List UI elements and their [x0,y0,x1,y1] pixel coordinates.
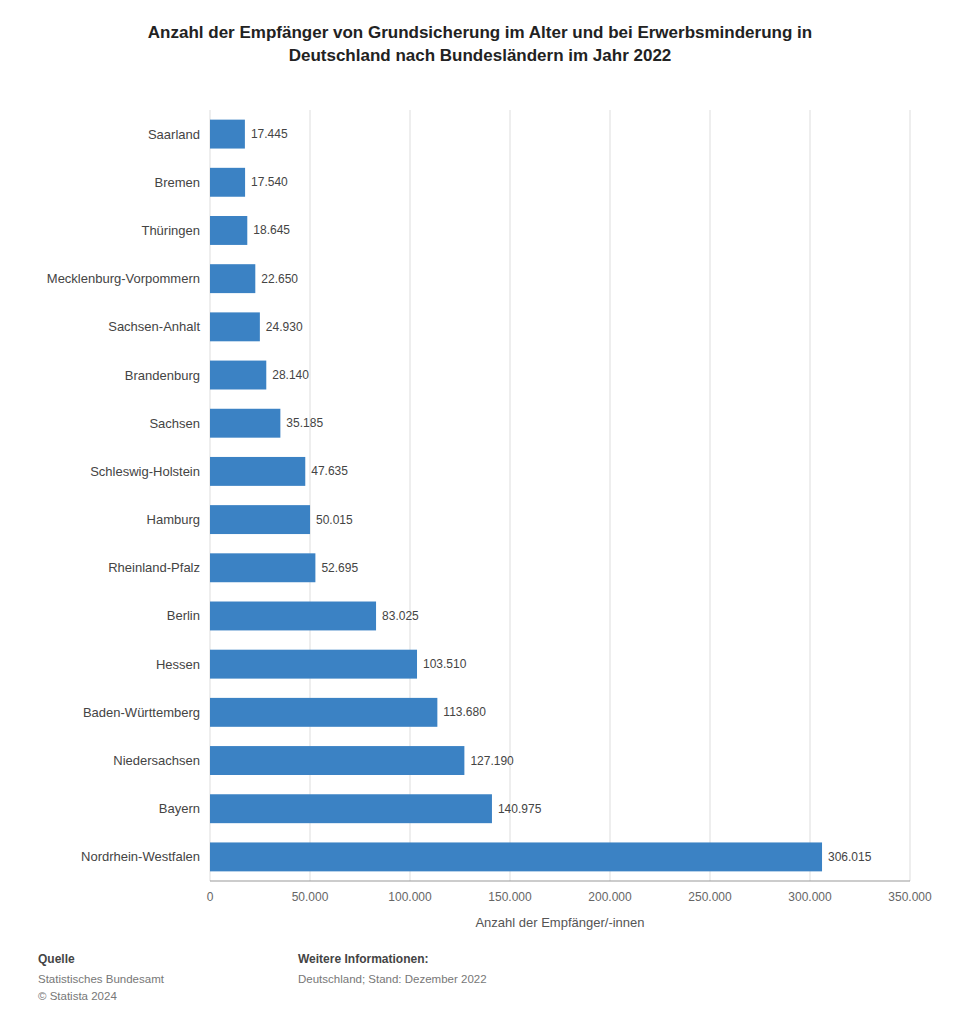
grid-line [610,110,611,881]
x-axis-label: Anzahl der Empfänger/-innen [475,915,644,930]
y-tick-label: Baden-Württemberg [83,705,200,720]
y-tick-label: Schleswig-Holstein [90,464,200,479]
chart: Anzahl der Empfänger von Grundsicherung … [0,0,960,1031]
y-tick-label: Thüringen [141,223,200,238]
y-tick-label: Mecklenburg-Vorpommern [47,271,200,286]
bar [210,842,822,871]
footer-heading: Quelle [38,952,75,966]
data-label: 83.025 [382,609,419,623]
data-label: 18.645 [253,223,290,237]
x-tick-label: 300.000 [788,890,832,904]
y-tick-label: Nordrhein-Westfalen [81,849,200,864]
data-label: 50.015 [316,513,353,527]
data-label: 47.635 [311,464,348,478]
bar [210,505,310,534]
x-tick-label: 150.000 [488,890,532,904]
data-label: 24.930 [266,320,303,334]
bar [210,120,245,149]
y-tick-label: Hamburg [147,512,200,527]
grid-line [910,110,911,881]
bar [210,794,492,823]
data-label: 52.695 [321,561,358,575]
data-label: 103.510 [423,657,467,671]
y-tick-label: Saarland [148,127,200,142]
grid-line [810,110,811,881]
data-labels: 17.445 17.540 18.645 22.650 24.930 28.140 35.1… [251,127,872,864]
bar [210,553,315,582]
bar [210,361,266,390]
x-tick-label: 350.000 [888,890,932,904]
y-tick-label: Sachsen-Anhalt [108,319,200,334]
x-tick-label: 250.000 [688,890,732,904]
grid-line [710,110,711,881]
title: Anzahl der Empfänger von Grundsicherung … [148,23,812,65]
y-tick-label: Rheinland-Pfalz [108,560,200,575]
y-tick-label: Sachsen [149,416,200,431]
x-tick-label: 100.000 [388,890,432,904]
y-tick-label: Niedersachsen [113,753,200,768]
footer-text: Deutschland; Stand: Dezember 2022 [298,973,487,985]
x-tick-label: 50.000 [292,890,329,904]
data-label: 17.540 [251,175,288,189]
footer-text: Statistisches Bundesamt© Statista 2024 [38,973,165,1002]
bar [210,602,376,631]
y-tick-label: Berlin [167,608,200,623]
y-axis: Saarland Bremen Thüringen Mecklenburg-Vorpo… [47,127,201,865]
data-label: 17.445 [251,127,288,141]
grid [210,110,910,881]
bar [210,409,280,438]
bar [210,216,247,245]
y-tick-label: Bayern [159,801,200,816]
footer-heading: Weitere Informationen: [298,952,428,966]
y-tick-label: Brandenburg [125,368,200,383]
data-label: 35.185 [286,416,323,430]
x-tick-label: 200.000 [588,890,632,904]
bar [210,264,255,293]
bar [210,698,437,727]
x-tick-label: 0 [207,890,214,904]
data-label: 28.140 [272,368,309,382]
y-tick-label: Hessen [156,657,200,672]
data-label: 140.975 [498,802,542,816]
data-label: 113.680 [443,705,486,719]
bar [210,457,305,486]
bar [210,650,417,679]
y-tick-label: Bremen [154,175,200,190]
footer: Quelle Statistisches Bundesamt© Statista … [38,952,487,1002]
x-axis: 0 50.000 100.000 150.000 200.000 250.000 300.0… [207,881,932,904]
data-label: 22.650 [261,272,298,286]
x-axis-line [210,881,910,882]
bar [210,168,245,197]
bars [210,120,822,872]
data-label: 127.190 [470,754,514,768]
bar [210,746,464,775]
data-label: 306.015 [828,850,872,864]
bar [210,312,260,341]
